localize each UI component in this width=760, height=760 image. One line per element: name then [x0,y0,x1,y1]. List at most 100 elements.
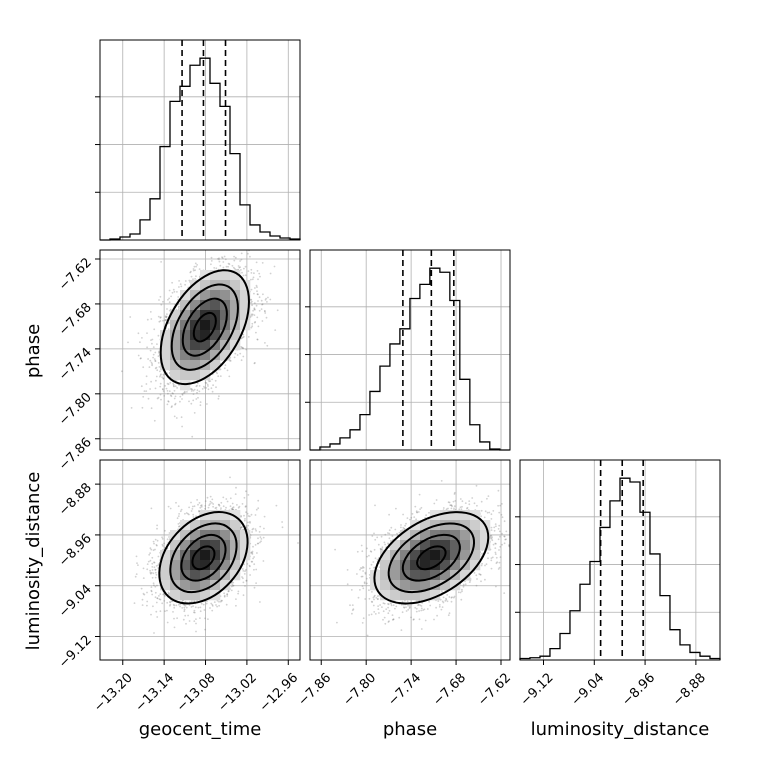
scatter-point-geocent_time-phase [258,296,261,299]
scatter-point-geocent_time-luminosity_distance [250,560,253,563]
scatter-point-geocent_time-luminosity_distance [169,601,172,604]
scatter-point-geocent_time-phase [193,265,196,268]
scatter-point-geocent_time-phase [253,292,255,295]
scatter-point-geocent_time-luminosity_distance [161,602,164,605]
scatter-point-geocent_time-phase [237,265,240,267]
scatter-point-geocent_time-phase [265,316,268,319]
scatter-point-geocent_time-phase [151,363,154,365]
scatter-point-geocent_time-phase [266,301,268,303]
scatter-point-geocent_time-phase [159,374,162,377]
scatter-point-geocent_time-luminosity_distance [146,591,148,594]
scatter-point-geocent_time-luminosity_distance [199,610,202,613]
scatter-point-geocent_time-phase [239,266,242,268]
scatter-point-geocent_time-phase [159,316,162,319]
scatter-point-geocent_time-phase [146,346,149,349]
scatter-point-geocent_time-luminosity_distance [200,602,203,605]
scatter-point-geocent_time-luminosity_distance [211,605,214,607]
scatter-point-geocent_time-luminosity_distance [151,566,154,568]
scatter-point-geocent_time-phase [192,393,195,395]
density-cell-geocent_time-phase [180,310,191,321]
scatter-point-geocent_time-phase [194,278,197,280]
scatter-point-geocent_time-luminosity_distance [240,515,242,518]
scatter-point-geocent_time-phase [240,247,242,249]
scatter-point-geocent_time-phase [149,359,152,362]
scatter-point-geocent_time-phase [207,385,209,387]
scatter-point-geocent_time-phase [153,328,156,331]
scatter-point-geocent_time-phase [222,266,225,269]
scatter-point-geocent_time-phase [178,307,180,310]
density-cell-geocent_time-phase [170,350,181,361]
scatter-point-geocent_time-phase [168,297,171,300]
scatter-point-geocent_time-luminosity_distance [240,526,243,529]
scatter-point-geocent_time-phase [215,386,217,389]
scatter-point-geocent_time-phase [154,387,157,390]
density-cell-geocent_time-phase [160,350,171,361]
scatter-point-geocent_time-phase [219,264,222,267]
scatter-point-geocent_time-phase [223,241,225,243]
scatter-point-geocent_time-phase [229,246,231,248]
scatter-point-geocent_time-phase [155,366,158,369]
scatter-point-geocent_time-phase [201,388,204,390]
scatter-point-geocent_time-phase [158,299,160,301]
scatter-point-geocent_time-phase [154,360,157,362]
scatter-point-geocent_time-phase [157,362,160,364]
scatter-point-geocent_time-luminosity_distance [250,513,253,516]
scatter-point-geocent_time-phase [166,313,168,315]
density-cell-geocent_time-phase [230,280,241,291]
scatter-point-geocent_time-luminosity_distance [253,568,255,571]
scatter-point-geocent_time-phase [258,272,261,275]
scatter-point-geocent_time-luminosity_distance [168,592,171,595]
scatter-point-geocent_time-phase [181,393,184,395]
scatter-point-geocent_time-luminosity_distance [158,595,160,597]
density-cell-geocent_time-phase [190,340,201,351]
scatter-point-geocent_time-phase [250,298,253,301]
scatter-point-geocent_time-luminosity_distance [198,502,201,504]
scatter-point-geocent_time-phase [146,332,148,334]
scatter-point-geocent_time-phase [190,402,193,405]
density-cell-geocent_time-phase [170,360,181,371]
scatter-point-geocent_time-luminosity_distance [185,606,188,609]
scatter-point-geocent_time-phase [196,389,199,392]
scatter-point-geocent_time-luminosity_distance [209,500,212,503]
scatter-point-geocent_time-luminosity_distance [155,544,158,546]
scatter-point-geocent_time-phase [257,293,259,296]
scatter-point-geocent_time-luminosity_distance [164,595,166,597]
scatter-point-geocent_time-luminosity_distance [259,601,261,603]
scatter-point-geocent_time-phase [269,298,272,301]
scatter-point-geocent_time-phase [181,398,183,400]
scatter-point-geocent_time-luminosity_distance [183,606,186,609]
scatter-point-geocent_time-phase [236,354,239,356]
scatter-point-geocent_time-phase [145,375,148,378]
scatter-point-geocent_time-luminosity_distance [166,601,169,604]
scatter-point-geocent_time-phase [151,342,153,345]
scatter-point-geocent_time-phase [157,315,160,318]
scatter-point-geocent_time-luminosity_distance [218,604,221,607]
scatter-point-geocent_time-phase [162,390,165,392]
scatter-point-geocent_time-phase [192,269,195,272]
density-cell-geocent_time-phase [200,330,211,341]
scatter-point-geocent_time-luminosity_distance [281,521,283,523]
scatter-point-geocent_time-luminosity_distance [137,564,139,566]
scatter-point-geocent_time-phase [256,270,259,272]
scatter-point-geocent_time-luminosity_distance [237,506,240,509]
scatter-point-geocent_time-phase [255,261,258,264]
scatter-point-geocent_time-phase [263,310,266,312]
scatter-point-geocent_time-luminosity_distance [184,605,187,607]
scatter-point-geocent_time-phase [273,265,276,268]
scatter-point-geocent_time-phase [222,245,224,247]
scatter-point-geocent_time-phase [162,377,165,380]
scatter-point-geocent_time-luminosity_distance [169,507,172,510]
scatter-point-geocent_time-phase [222,261,225,263]
scatter-point-geocent_time-phase [180,285,183,288]
density-cell-geocent_time-phase [190,300,201,311]
scatter-point-geocent_time-phase [194,262,197,265]
density-cell-geocent_time-phase [180,300,191,311]
scatter-point-geocent_time-phase [218,257,220,260]
scatter-point-geocent_time-phase [158,366,161,368]
scatter-point-geocent_time-phase [154,359,157,362]
scatter-point-geocent_time-luminosity_distance [231,507,234,509]
scatter-point-geocent_time-luminosity_distance [242,577,244,580]
scatter-point-geocent_time-luminosity_distance [232,581,235,584]
scatter-point-geocent_time-phase [190,388,193,391]
scatter-point-geocent_time-phase [210,256,213,259]
